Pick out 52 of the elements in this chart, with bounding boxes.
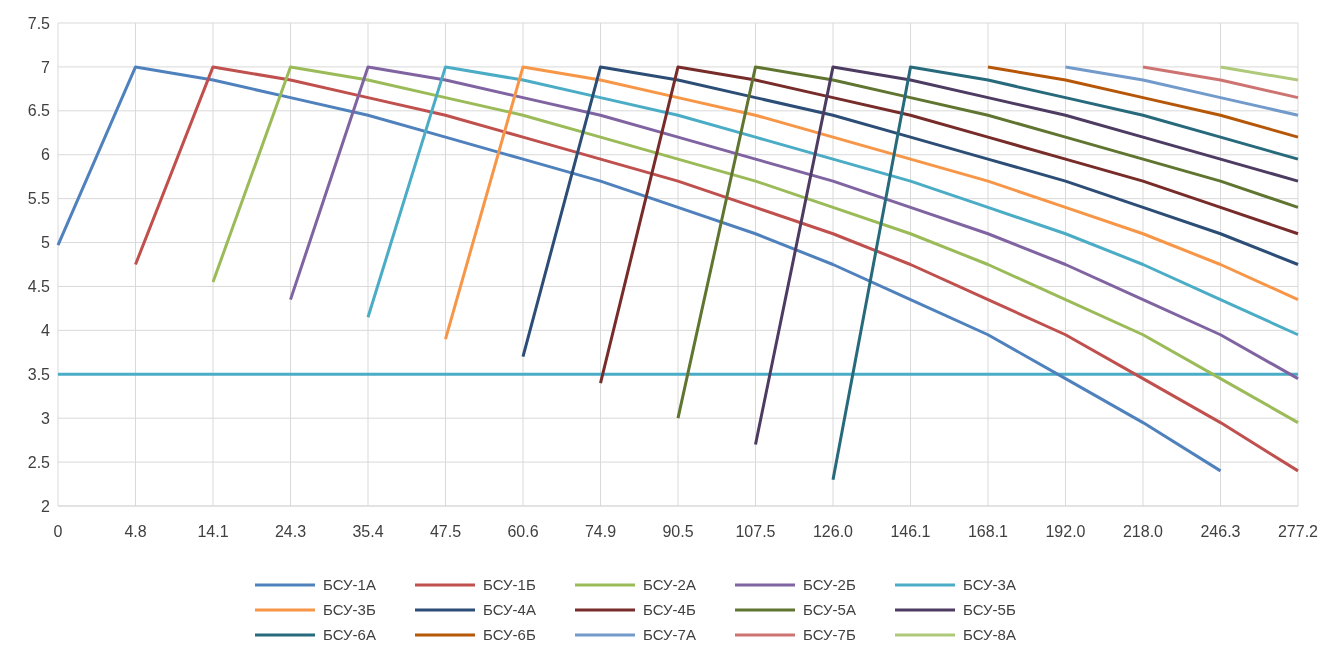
x-tick-label: 192.0 <box>1045 523 1086 541</box>
line-series <box>211 65 1300 425</box>
legend-label: БСУ-6А <box>323 626 376 643</box>
x-tick-label: 47.5 <box>429 523 462 541</box>
y-tick-label: 2.5 <box>27 453 51 471</box>
x-tick-label: 14.1 <box>197 523 229 541</box>
legend-label: БСУ-6Б <box>483 626 536 643</box>
line-series <box>676 65 1300 420</box>
legend-label: БСУ-2А <box>643 576 696 593</box>
y-tick-label: 6 <box>41 146 51 164</box>
line-series <box>289 65 1300 381</box>
x-tick-label: 24.3 <box>274 523 307 541</box>
line-series <box>1064 65 1300 117</box>
legend-label: БСУ-3А <box>963 576 1016 593</box>
legend-label: БСУ-5А <box>803 601 856 618</box>
x-tick-label: 126.0 <box>812 523 854 541</box>
legend-label: БСУ-1Б <box>483 576 536 593</box>
x-tick-label: 74.9 <box>584 523 617 541</box>
x-tick-label: 146.1 <box>890 523 931 541</box>
y-tick-label: 3.5 <box>27 365 51 383</box>
line-series <box>986 65 1300 139</box>
y-tick-label: 6.5 <box>27 102 51 120</box>
legend-label: БСУ-2Б <box>803 576 856 593</box>
legend-label: БСУ-5Б <box>963 601 1016 618</box>
y-tick-label: 5.5 <box>27 190 51 208</box>
y-tick-label: 7 <box>41 58 51 76</box>
y-tick-label: 4 <box>41 322 51 340</box>
line-series <box>754 65 1300 447</box>
line-series <box>599 65 1300 385</box>
x-tick-label: 277.2 <box>1277 523 1319 541</box>
legend-label: БСУ-3Б <box>323 601 376 618</box>
y-tick-label: 4.5 <box>27 278 51 296</box>
y-tick-label: 2 <box>41 497 51 515</box>
x-tick-label: 218.0 <box>1122 523 1164 541</box>
x-tick-label: 90.5 <box>662 523 694 541</box>
x-tick-label: 246.3 <box>1200 523 1241 541</box>
legend-label: БСУ-4Б <box>643 601 696 618</box>
y-tick-label: 3 <box>41 409 51 427</box>
legend-label: БСУ-8А <box>963 626 1016 643</box>
legend-label: БСУ-4А <box>483 601 536 618</box>
line-series <box>831 65 1300 482</box>
x-tick-label: 168.1 <box>967 523 1009 541</box>
y-tick-label: 7.5 <box>27 14 51 32</box>
x-tick-label: 107.5 <box>735 523 776 541</box>
x-tick-label: 35.4 <box>352 523 384 541</box>
x-tick-label: 4.8 <box>124 523 147 541</box>
legend-label: БСУ-7А <box>643 626 696 643</box>
legend-label: БСУ-7Б <box>803 626 856 643</box>
y-tick-label: 5 <box>41 234 51 252</box>
legend-label: БСУ-1А <box>323 576 376 593</box>
x-tick-label: 60.6 <box>507 523 539 541</box>
x-tick-label: 0 <box>53 523 63 541</box>
